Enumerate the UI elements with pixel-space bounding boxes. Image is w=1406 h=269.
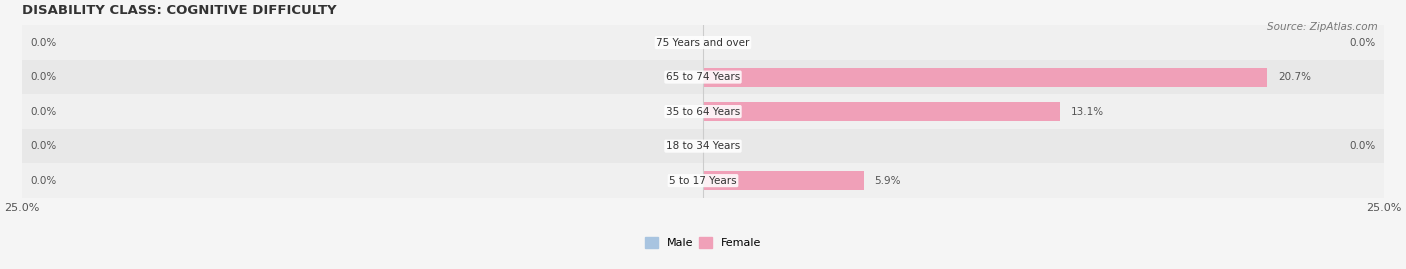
Bar — [703, 171, 863, 190]
Bar — [703, 102, 1060, 121]
Bar — [22, 25, 1384, 60]
Bar — [22, 163, 1384, 198]
Bar — [22, 94, 1384, 129]
Text: 0.0%: 0.0% — [1350, 141, 1376, 151]
Text: 0.0%: 0.0% — [1350, 38, 1376, 48]
Legend: Male, Female: Male, Female — [640, 232, 766, 253]
Text: 0.0%: 0.0% — [30, 141, 56, 151]
Bar — [703, 68, 1267, 87]
Text: 0.0%: 0.0% — [30, 72, 56, 82]
Text: 0.0%: 0.0% — [30, 38, 56, 48]
Text: 75 Years and over: 75 Years and over — [657, 38, 749, 48]
Bar — [22, 129, 1384, 163]
Text: Source: ZipAtlas.com: Source: ZipAtlas.com — [1267, 22, 1378, 31]
Text: 13.1%: 13.1% — [1071, 107, 1104, 116]
Text: 0.0%: 0.0% — [30, 107, 56, 116]
Text: 65 to 74 Years: 65 to 74 Years — [666, 72, 740, 82]
Text: 20.7%: 20.7% — [1278, 72, 1310, 82]
Text: 5.9%: 5.9% — [875, 176, 901, 186]
Text: 18 to 34 Years: 18 to 34 Years — [666, 141, 740, 151]
Text: 35 to 64 Years: 35 to 64 Years — [666, 107, 740, 116]
Text: DISABILITY CLASS: COGNITIVE DIFFICULTY: DISABILITY CLASS: COGNITIVE DIFFICULTY — [22, 4, 336, 17]
Text: 5 to 17 Years: 5 to 17 Years — [669, 176, 737, 186]
Bar — [22, 60, 1384, 94]
Text: 0.0%: 0.0% — [30, 176, 56, 186]
